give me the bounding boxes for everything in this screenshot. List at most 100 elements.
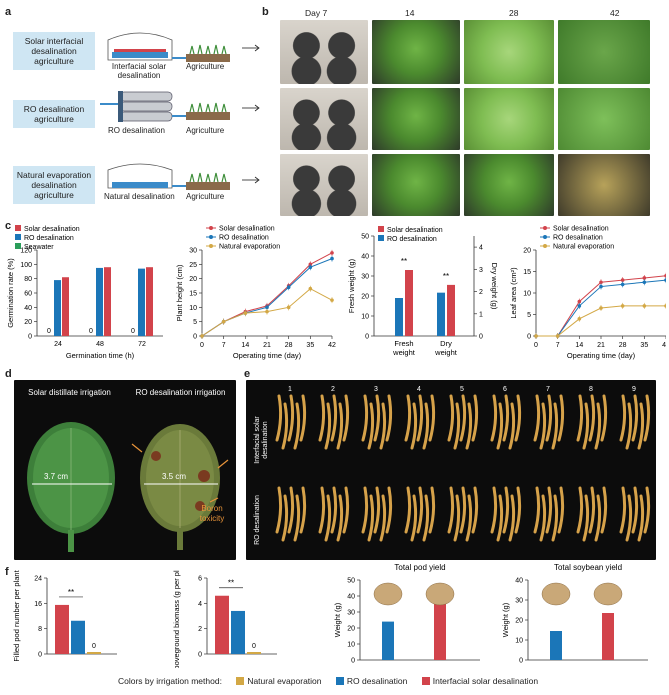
pod xyxy=(508,494,516,542)
panel-e-photo: Interfacial solar desalination RO desali… xyxy=(246,380,656,560)
pod xyxy=(533,486,541,534)
pod xyxy=(539,402,547,450)
y-tick-label: 40 xyxy=(361,254,369,261)
pod xyxy=(582,402,590,450)
x-tick-label: 0 xyxy=(200,342,204,349)
y-tick-label: 20 xyxy=(24,319,32,326)
y-tick-label: 20 xyxy=(515,618,523,625)
pod-number-1: 1 xyxy=(288,386,292,393)
pod xyxy=(637,494,645,542)
y-tick-label: 15 xyxy=(189,291,197,298)
pod xyxy=(643,394,651,442)
data-point xyxy=(534,334,538,338)
x-tick-label: 42 xyxy=(328,342,336,349)
legend-label: Seawater xyxy=(24,244,54,251)
data-point xyxy=(308,286,313,291)
pod xyxy=(385,486,393,534)
chart-plant-height: 0 5 10 15 20 25 30 Plant height (cm) Operating t… xyxy=(175,226,336,361)
pod xyxy=(551,494,559,542)
y-tick-label: 0 xyxy=(28,334,32,341)
data-point xyxy=(330,256,334,261)
y-tick-label: 8 xyxy=(38,626,42,633)
schematic-solar xyxy=(107,32,260,62)
bar xyxy=(146,267,153,336)
legend-item-natural: Natural evaporation xyxy=(247,676,322,686)
y-tick-label: 30 xyxy=(515,598,523,605)
pod xyxy=(502,394,510,442)
photo-ro-day7 xyxy=(280,88,368,150)
y-axis-label: Leaf area (cm²) xyxy=(509,267,518,319)
pod xyxy=(576,394,584,442)
panel-d-photo: Solar distillate irrigation RO desalinat… xyxy=(14,380,236,560)
bar xyxy=(138,268,145,336)
schematic-natural xyxy=(107,163,260,190)
y-right-tick-label: 3 xyxy=(479,267,483,274)
bar xyxy=(215,595,229,654)
pod xyxy=(465,494,473,542)
x-tick-label: 28 xyxy=(619,342,627,349)
x-tick-label: 35 xyxy=(306,342,314,349)
legend-label: RO desalination xyxy=(387,236,437,243)
x-tick-label: 14 xyxy=(575,342,583,349)
pod xyxy=(545,486,553,534)
pod xyxy=(336,402,344,450)
pod xyxy=(594,494,602,542)
x-tick-label: 14 xyxy=(241,342,249,349)
y-tick-label: 60 xyxy=(24,291,32,298)
y-tick-label: 120 xyxy=(20,248,32,255)
pod xyxy=(428,486,436,534)
pod xyxy=(465,402,473,450)
x-tick-label: 21 xyxy=(263,342,271,349)
x-tick-label: 42 xyxy=(662,342,666,349)
legend-label: Solar desalination xyxy=(24,226,80,233)
pod xyxy=(576,486,584,534)
x-tick-label: 7 xyxy=(222,342,226,349)
y-tick-label: 20 xyxy=(523,248,531,255)
pod xyxy=(373,394,381,442)
legend-item-solar: Interfacial solar desalination xyxy=(432,676,539,686)
pod xyxy=(453,494,461,542)
y-tick-label: 20 xyxy=(189,276,197,283)
bar xyxy=(62,277,69,336)
pod xyxy=(293,402,301,450)
row-label-solar: Solar interfacial desalination agricultu… xyxy=(13,32,95,70)
chart-title: Total soybean yield xyxy=(554,563,622,572)
pod xyxy=(459,486,467,534)
bar xyxy=(405,270,413,336)
y-tick-label: 30 xyxy=(347,610,355,617)
schematic-natural-right-label: Agriculture xyxy=(186,192,225,201)
data-point xyxy=(286,285,291,290)
pod xyxy=(342,486,350,534)
pod xyxy=(514,394,522,442)
pod xyxy=(545,394,553,442)
data-point xyxy=(577,304,582,308)
y-tick-label: 50 xyxy=(347,578,355,585)
pod xyxy=(324,494,332,542)
data-point xyxy=(221,319,226,324)
bar xyxy=(550,631,562,660)
pod xyxy=(324,402,332,450)
legend-item-ro: RO desalination xyxy=(346,676,408,686)
significance-label: ** xyxy=(68,588,74,597)
y-tick-label: 0 xyxy=(193,334,197,341)
y-tick-label: 10 xyxy=(361,314,369,321)
zero-label: 0 xyxy=(92,643,96,650)
bar xyxy=(231,610,245,654)
x-tick-label: 72 xyxy=(138,341,146,348)
y-axis-label: Aboveground biomass (g per plant) xyxy=(172,570,181,668)
x-tick-label: 24 xyxy=(54,341,62,348)
legend-swatch xyxy=(378,226,384,232)
pod xyxy=(379,494,387,542)
pod xyxy=(410,494,418,542)
bar xyxy=(55,604,69,654)
y-tick-label: 5 xyxy=(527,312,531,319)
pod xyxy=(496,494,504,542)
pod xyxy=(318,394,326,442)
pod xyxy=(287,486,295,534)
legend-label: Natural evaporation xyxy=(219,244,280,251)
zero-label: 0 xyxy=(89,328,93,335)
pod xyxy=(453,402,461,450)
legend-label: RO desalination xyxy=(24,235,74,242)
legend-marker xyxy=(209,235,213,239)
chart-leaf-area: 0 5 10 15 20 Leaf area (cm²) Operating time (d… xyxy=(509,226,666,360)
